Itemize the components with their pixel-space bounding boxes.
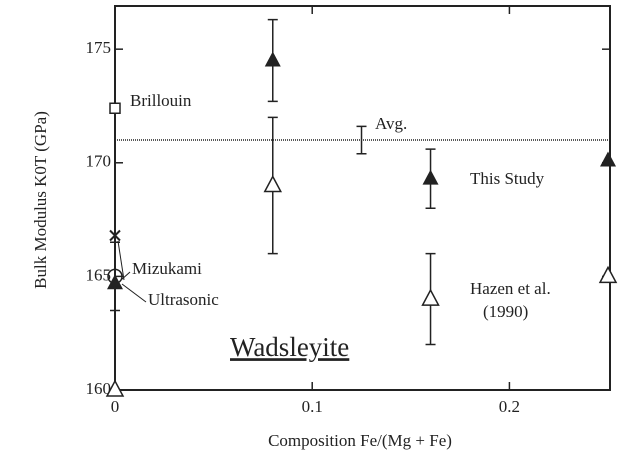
annotation: Avg. [375,114,407,133]
marker [107,268,123,285]
marker [263,174,283,193]
annotation: Brillouin [130,91,192,110]
marker [109,229,121,242]
y-tick-label: 165 [86,265,112,284]
annotation: Mizukami [132,259,202,278]
y-axis-label: Bulk Modulus K0T (GPa) [31,111,50,289]
x-tick-label: 0.1 [302,397,323,416]
y-tick-label: 170 [86,152,112,171]
error-bar [356,125,367,155]
annotation: Wadsleyite [230,332,349,362]
marker [109,102,121,114]
x-tick-label: 0 [111,397,120,416]
marker [105,379,125,397]
marker [422,169,439,185]
y-tick-label: 175 [86,38,112,57]
leader-line [121,283,147,303]
plot-frame [114,5,611,391]
marker [264,51,281,67]
marker [600,151,617,167]
error-bar [110,241,120,312]
annotation: (1990) [483,302,528,321]
leader-line [117,240,125,281]
annotation: This Study [470,169,545,188]
marker [421,288,440,306]
x-axis-label: Composition Fe/(Mg + Fe) [268,431,452,450]
x-tick-label: 0.2 [499,397,520,416]
annotation: Hazen et al. [470,279,551,298]
leader-line [120,271,131,281]
marker [598,265,618,284]
annotation: Ultrasonic [148,290,219,309]
y-tick-label: 160 [86,379,112,398]
